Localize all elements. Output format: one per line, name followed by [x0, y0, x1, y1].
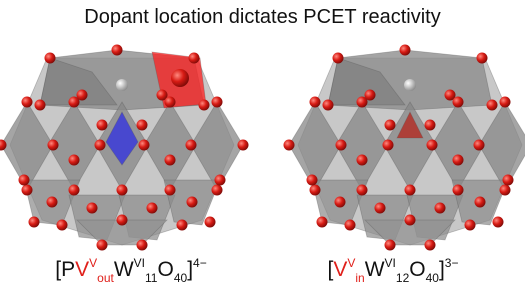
formula-part: V: [333, 258, 347, 281]
atom: [189, 53, 200, 64]
atom: [35, 100, 46, 111]
atom: [357, 97, 368, 108]
atom: [500, 185, 511, 196]
atom: [493, 217, 504, 228]
atom: [335, 197, 346, 208]
atom: [165, 97, 176, 108]
atom: [477, 53, 488, 64]
formula-part: 4−: [193, 256, 207, 270]
atom: [474, 140, 485, 151]
atom: [487, 100, 498, 111]
atom: [29, 217, 40, 228]
atom: [69, 155, 80, 166]
atom: [171, 69, 189, 87]
structures: [0, 0, 525, 256]
atom: [177, 220, 188, 231]
atom: [333, 53, 344, 64]
formula-part: W: [365, 258, 385, 281]
atom: [425, 120, 436, 131]
atom: [97, 240, 108, 251]
atom: [87, 203, 98, 214]
formula: [VVinWVI12O40]3−: [262, 256, 524, 285]
atom: [284, 140, 295, 151]
formula-part: W: [114, 258, 134, 281]
formula: [PVVoutWVI11O40]4−: [0, 256, 262, 285]
atom: [238, 140, 249, 151]
formula-part: in: [355, 271, 364, 285]
atom: [385, 120, 396, 131]
atom: [453, 185, 464, 196]
formula-part: O: [157, 258, 173, 281]
atom: [45, 53, 56, 64]
atom: [310, 97, 321, 108]
atom: [212, 185, 223, 196]
formula-part: 11: [145, 271, 157, 285]
atom: [112, 45, 123, 56]
atom: [22, 185, 33, 196]
atom: [310, 185, 321, 196]
formula-part: VI: [385, 256, 396, 270]
atom: [186, 140, 197, 151]
atom: [357, 155, 368, 166]
atom: [405, 215, 416, 226]
atom: [116, 79, 128, 91]
atom: [336, 140, 347, 151]
atom: [57, 220, 68, 231]
atom: [453, 97, 464, 108]
formula-part: V: [89, 256, 97, 270]
atom: [427, 140, 438, 151]
atom: [317, 217, 328, 228]
atom: [212, 97, 223, 108]
atom: [137, 120, 148, 131]
atom: [97, 120, 108, 131]
atom: [500, 97, 511, 108]
formula-part: 40: [426, 271, 439, 285]
formula-part: 40: [174, 271, 187, 285]
formula-part: [P: [55, 258, 75, 281]
atom: [165, 155, 176, 166]
atom: [95, 140, 106, 151]
atom: [22, 97, 33, 108]
formula-part: 12: [396, 271, 409, 285]
atom: [199, 100, 210, 111]
atom: [69, 185, 80, 196]
atom: [465, 220, 476, 231]
atom: [215, 175, 226, 186]
atom: [117, 215, 128, 226]
atom: [19, 175, 30, 186]
atom: [137, 240, 148, 251]
atom: [345, 220, 356, 231]
formula-part: 3−: [445, 256, 459, 270]
atom: [383, 140, 394, 151]
atom: [47, 197, 58, 208]
atom: [307, 175, 318, 186]
atom: [147, 203, 158, 214]
atom: [404, 79, 416, 91]
atom: [187, 197, 198, 208]
formula-part: V: [75, 258, 89, 281]
atom: [385, 240, 396, 251]
atom: [205, 217, 216, 228]
atom: [357, 185, 368, 196]
atom: [48, 140, 59, 151]
page: Dopant location dictates PCET reactivity…: [0, 0, 525, 292]
formula-part: out: [97, 271, 114, 285]
formula-part: V: [347, 256, 355, 270]
formula-part: VI: [134, 256, 145, 270]
atom: [69, 97, 80, 108]
atom: [435, 203, 446, 214]
atom: [475, 197, 486, 208]
atom: [400, 45, 411, 56]
atom: [375, 203, 386, 214]
atom: [405, 185, 416, 196]
atom: [165, 185, 176, 196]
atom: [453, 155, 464, 166]
formula-part: O: [409, 258, 425, 281]
atom: [117, 185, 128, 196]
atom: [425, 240, 436, 251]
atom: [139, 140, 150, 151]
atom: [323, 100, 334, 111]
atom: [503, 175, 514, 186]
